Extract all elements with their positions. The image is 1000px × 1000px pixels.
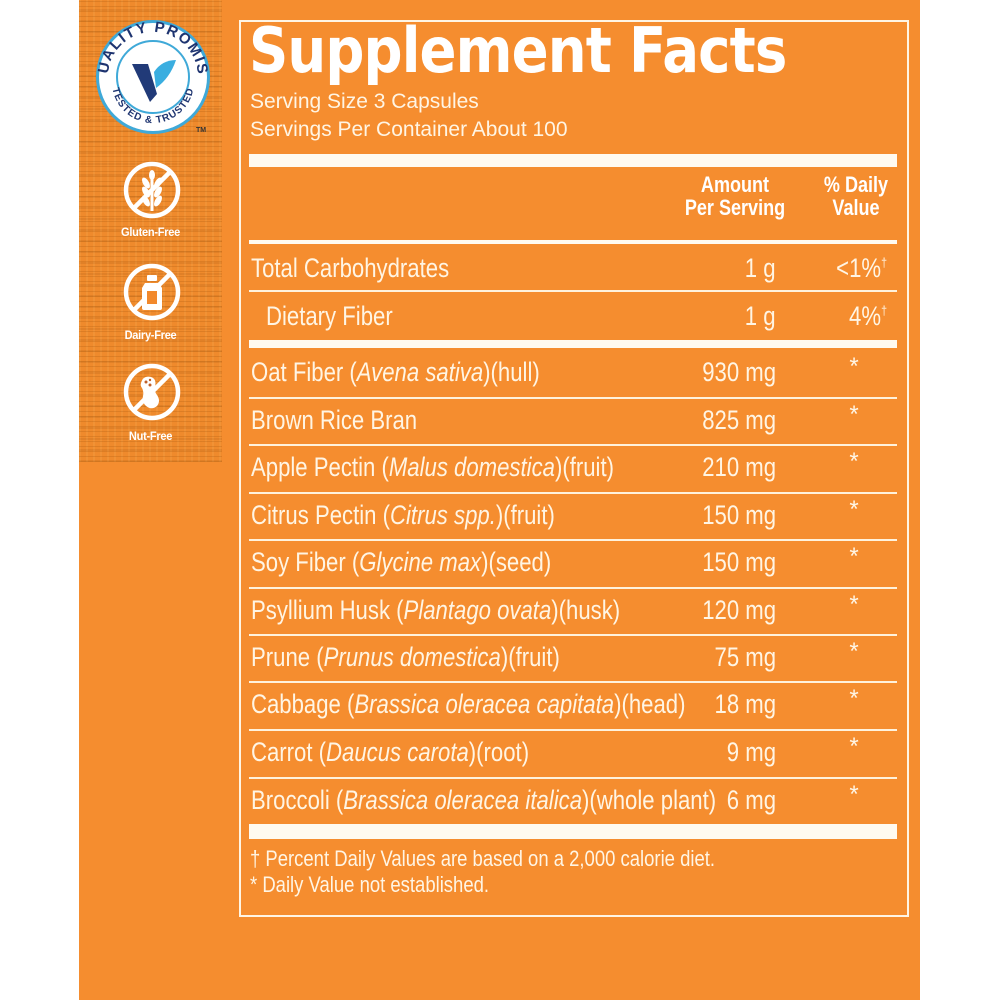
ingredient-name: Oat Fiber (Avena sativa)(hull) (251, 357, 540, 387)
ingredient-name: Prune (Prunus domestica)(fruit) (251, 642, 560, 672)
ingredient-amount: 18 mg (714, 689, 776, 719)
nut-free-label: Nut-Free (128, 429, 173, 443)
ingredient-row: Soy Fiber (Glycine max)(seed) 150 mg * (249, 539, 897, 585)
ingredient-amount: 150 mg (702, 547, 776, 577)
no-wheat-icon (123, 161, 181, 219)
thick-divider-bottom (249, 824, 897, 839)
ingredient-dv: * (849, 781, 859, 808)
footnote-not-established: * Daily Value not established. (250, 872, 490, 897)
ingredient-dv: * (849, 591, 859, 618)
ingredient-name: Apple Pectin (Malus domestica)(fruit) (251, 452, 614, 482)
ingredient-dv: * (849, 353, 859, 380)
ingredient-name: Carrot (Daucus carota)(root) (251, 737, 530, 767)
divider-header (249, 240, 897, 244)
quality-promise-badge-icon: QUALITY PROMISE TESTED & TRUSTED (92, 16, 210, 134)
row-divider (249, 777, 897, 779)
ingredient-dv: * (849, 401, 859, 428)
ingredient-name: Psyllium Husk (Plantago ovata)(husk) (251, 595, 621, 625)
ingredient-row: Apple Pectin (Malus domestica)(fruit) 21… (249, 444, 897, 490)
amount-per-serving-header: Amount Per Serving (684, 172, 786, 220)
row-divider (249, 634, 897, 636)
ingredient-amount: 120 mg (702, 595, 776, 625)
ingredient-amount: 210 mg (702, 452, 776, 482)
daily-value-header: % Daily Value (823, 172, 889, 220)
ingredient-dv: * (849, 733, 859, 760)
ingredient-dv: * (849, 685, 859, 712)
ingredient-dv: * (849, 496, 859, 523)
no-milk-bottle-icon (123, 263, 181, 321)
thick-divider-nutrients (249, 340, 897, 348)
dairy-free-label: Dairy-Free (124, 328, 177, 342)
ingredient-row: Prune (Prunus domestica)(fruit) 75 mg * (249, 634, 897, 680)
ingredient-amount: 930 mg (702, 357, 776, 387)
servings-per-container: Servings Per Container About 100 (250, 118, 568, 141)
trademark-mark: TM (196, 127, 207, 134)
nutrient-row-total-carbohydrates: Total Carbohydrates 1 g <1%† (249, 245, 897, 291)
ingredient-name: Brown Rice Bran (251, 405, 418, 435)
row-divider (249, 539, 897, 541)
ingredient-name: Broccoli (Brassica oleracea italica)(who… (251, 785, 717, 815)
ingredient-amount: 9 mg (726, 737, 776, 767)
ingredient-row: Cabbage (Brassica oleracea capitata)(hea… (249, 681, 897, 727)
ingredient-name: Citrus Pectin (Citrus spp.)(fruit) (251, 500, 555, 530)
nutrient-amount: 1 g (745, 253, 776, 283)
ingredient-row: Psyllium Husk (Plantago ovata)(husk) 120… (249, 587, 897, 633)
ingredient-dv: * (849, 543, 859, 570)
row-divider (249, 729, 897, 731)
ingredient-dv: * (849, 638, 859, 665)
row-divider (249, 290, 897, 292)
row-divider (249, 397, 897, 399)
ingredient-name: Cabbage (Brassica oleracea capitata)(hea… (251, 689, 686, 719)
supplement-facts-panel (239, 20, 909, 917)
serving-size: Serving Size 3 Capsules (250, 90, 479, 113)
nutrient-amount: 1 g (745, 301, 776, 331)
row-divider (249, 681, 897, 683)
row-divider (249, 587, 897, 589)
nutrient-name: Dietary Fiber (266, 301, 393, 331)
ingredient-amount: 150 mg (702, 500, 776, 530)
gluten-free-label: Gluten-Free (121, 225, 180, 239)
ingredient-row: Carrot (Daucus carota)(root) 9 mg * (249, 729, 897, 775)
ingredient-row: Citrus Pectin (Citrus spp.)(fruit) 150 m… (249, 492, 897, 538)
ingredient-amount: 6 mg (726, 785, 776, 815)
no-peanut-icon (123, 363, 181, 421)
nutrient-row-dietary-fiber: Dietary Fiber 1 g 4%† (249, 293, 897, 339)
ingredient-dv: * (849, 448, 859, 475)
ingredient-row: Oat Fiber (Avena sativa)(hull) 930 mg * (249, 349, 897, 395)
nutrient-dv: 4%† (849, 301, 887, 331)
nutrient-dv: <1%† (836, 253, 887, 283)
ingredient-row: Brown Rice Bran 825 mg * (249, 397, 897, 443)
ingredient-amount: 825 mg (702, 405, 776, 435)
panel-title: Supplement Facts (249, 14, 787, 87)
footnote-daily-values: † Percent Daily Values are based on a 2,… (250, 846, 716, 871)
ingredient-name: Soy Fiber (Glycine max)(seed) (251, 547, 552, 577)
ingredient-row: Broccoli (Brassica oleracea italica)(who… (249, 777, 897, 823)
ingredient-amount: 75 mg (714, 642, 776, 672)
thick-divider-top (249, 154, 897, 167)
row-divider (249, 492, 897, 494)
nutrient-name: Total Carbohydrates (251, 253, 450, 283)
row-divider (249, 444, 897, 446)
